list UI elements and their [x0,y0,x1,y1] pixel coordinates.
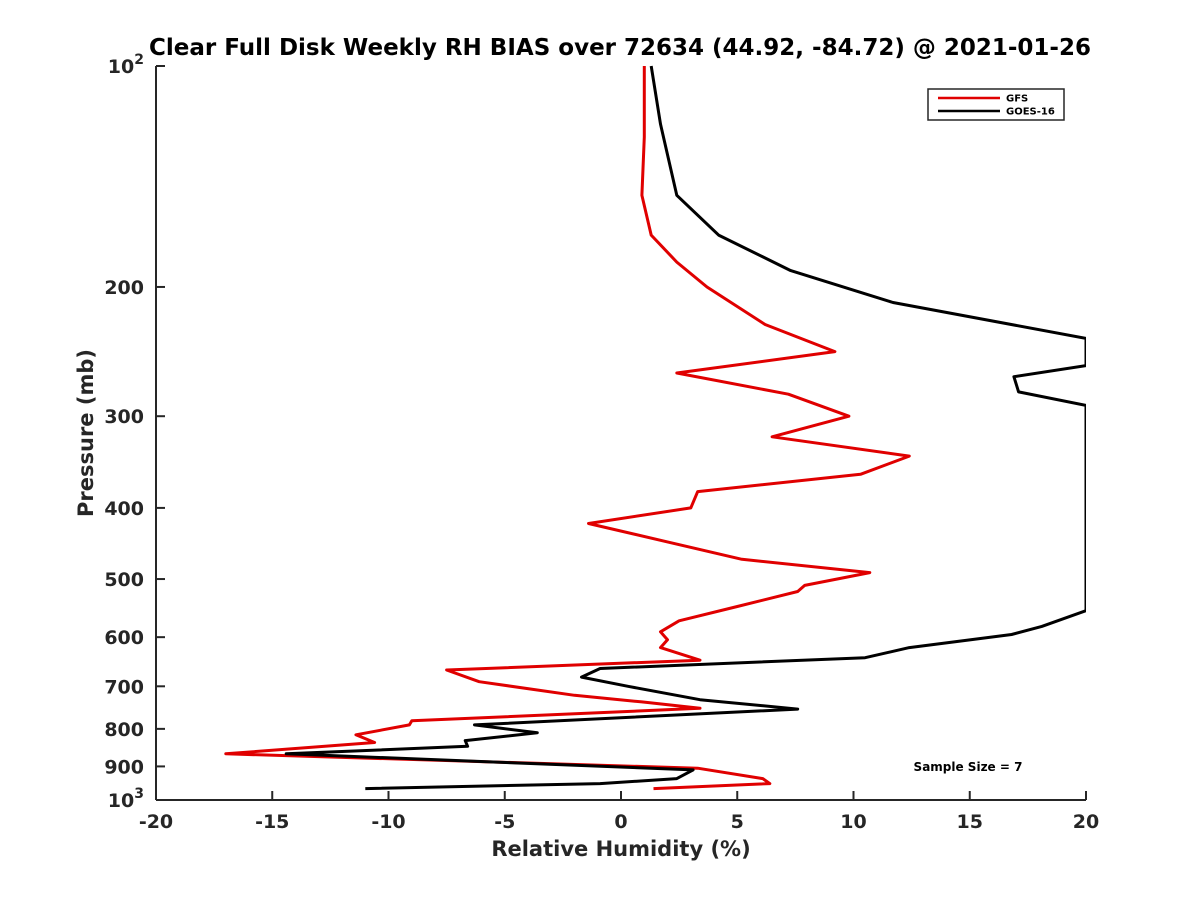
legend-label-gfs: GFS [1006,94,1028,105]
y-tick-label: 900 [104,756,144,778]
x-tick-label: -20 [139,811,173,833]
x-tick-label: 15 [957,811,983,833]
x-tick-label: 10 [840,811,866,833]
plot-background [156,66,1086,800]
series-line-goes-16 [284,65,1086,791]
y-tick-label: 103 [108,786,144,812]
series-layer [224,65,1086,791]
y-tick-label: 400 [104,498,144,520]
y-tick-label: 102 [108,52,144,78]
sample-size-annotation: Sample Size = 7 [914,760,1023,774]
y-ticks: 102 200 300 400 500 600 700 800 900 103 [104,52,165,812]
x-tick-label: -15 [255,811,289,833]
y-tick-label: 500 [104,569,144,591]
legend-label-goes-16: GOES-16 [1006,107,1055,118]
y-axis-label: Pressure (mb) [74,349,98,517]
plot-area: -20 -15 -10 -5 0 5 10 15 20 102 200 300 400 500 600 70… [104,52,1099,833]
x-tick-label: -5 [494,811,515,833]
x-tick-label: 20 [1073,811,1099,833]
y-tick-label: 200 [104,277,144,299]
legend-box [927,88,1065,121]
series-line-gfs [224,66,911,791]
x-tick-label: 5 [731,811,744,833]
x-ticks: -20 -15 -10 -5 0 5 10 15 20 [139,791,1099,833]
y-tick-label: 700 [104,676,144,698]
chart-title: Clear Full Disk Weekly RH BIAS over 7263… [149,35,1091,61]
legend: GFS GOES-16 [927,88,1065,121]
y-tick-label: 800 [104,719,144,741]
x-tick-label: 0 [614,811,627,833]
x-axis-label: Relative Humidity (%) [491,837,750,861]
x-tick-label: -10 [371,811,405,833]
y-tick-label: 600 [104,627,144,649]
y-tick-label: 300 [104,406,144,428]
legend-items: GFS GOES-16 [938,94,1055,118]
